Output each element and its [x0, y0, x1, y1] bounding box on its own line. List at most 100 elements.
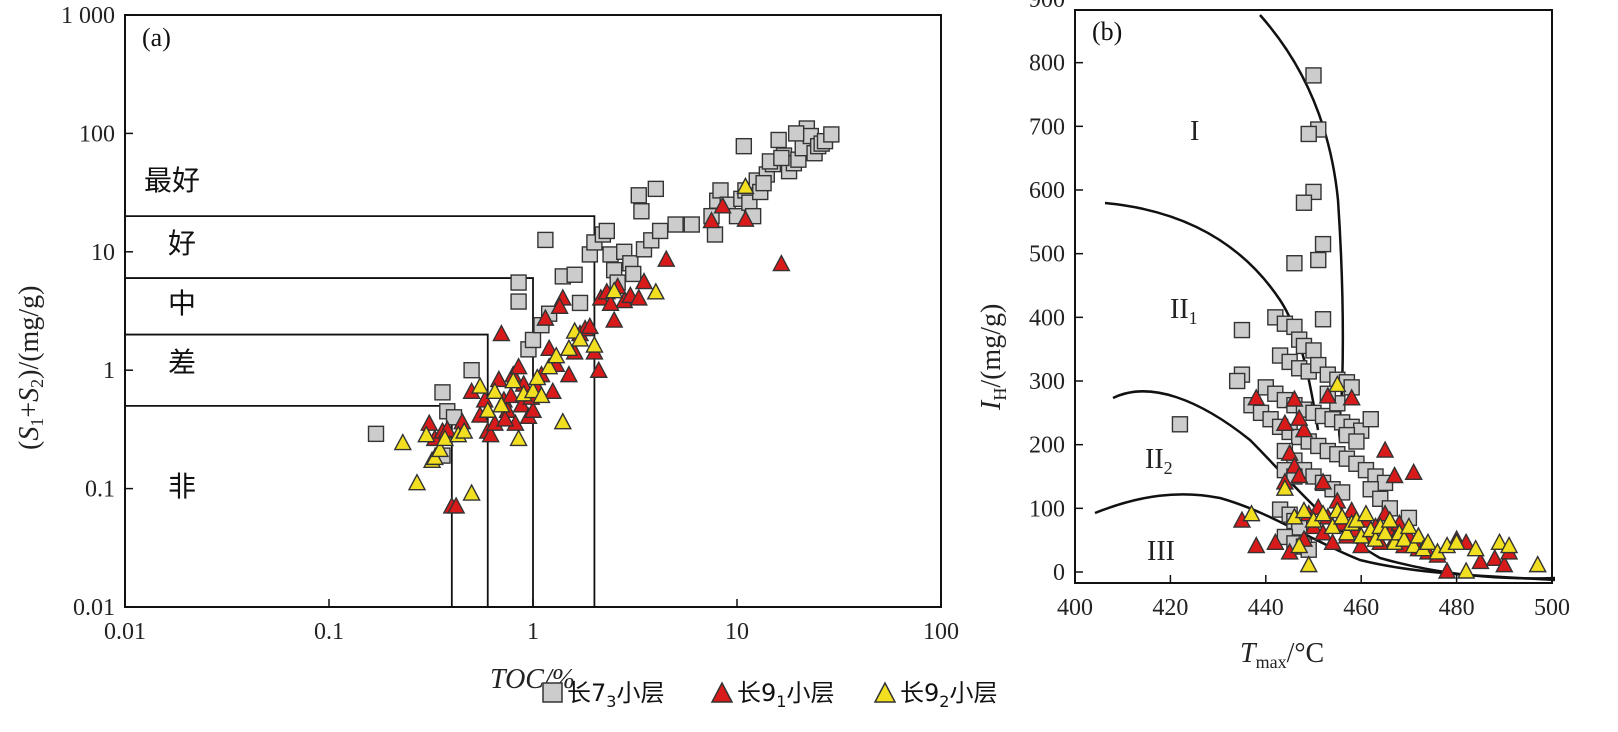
point-b-s1-5	[1294, 420, 1314, 438]
point-a-s2-11	[485, 381, 505, 400]
point-a-s0-35	[706, 226, 724, 243]
point-a-s1-54	[495, 409, 515, 427]
point-b-s0-77	[1348, 433, 1365, 450]
point-a-s2-26	[646, 282, 665, 300]
point-b-s2-0	[1242, 504, 1261, 522]
point-a-s1-29	[543, 381, 562, 400]
y-tick-label-a-0: 0.01	[73, 595, 115, 621]
y-tick-label-b-0: 0	[1053, 560, 1065, 586]
point-b-s2-24	[1409, 526, 1428, 544]
point-a-s0-63	[787, 125, 805, 142]
point-a-s0-61	[823, 126, 840, 143]
panel-b-points	[1171, 67, 1547, 579]
legend-label-chang92: 长92小层	[900, 679, 997, 711]
point-b-s1-11	[1385, 466, 1404, 484]
point-a-s2-8	[455, 421, 474, 439]
point-a-s0-25	[625, 265, 642, 283]
grade-boundary-2	[125, 277, 534, 607]
point-a-s0-64	[755, 174, 772, 192]
point-b-s1-23	[1323, 532, 1342, 551]
zone-label-I: I	[1190, 116, 1199, 147]
point-b-s2-35	[1299, 555, 1318, 573]
x-tick-label-b-2: 440	[1248, 595, 1284, 621]
point-a-s2-10	[478, 400, 497, 418]
point-a-s0-15	[571, 294, 589, 312]
point-a-s0-6	[510, 274, 527, 291]
point-a-s0-33	[683, 216, 700, 233]
point-b-s0-8	[1314, 311, 1332, 328]
y-tick-label-b-4: 400	[1029, 305, 1065, 331]
point-b-s2-29	[1447, 532, 1466, 551]
grade-boundary-1	[125, 333, 489, 607]
point-a-s1-27	[536, 308, 555, 326]
point-b-s1-1	[1285, 389, 1304, 407]
point-b-s2-23	[1404, 536, 1423, 554]
zone-label-III: III	[1147, 536, 1175, 567]
panel-a-label: (a)	[142, 23, 171, 52]
zone-label-II1: II1	[1170, 294, 1198, 328]
point-b-s0-12	[1171, 416, 1189, 433]
point-a-s0-20	[602, 246, 619, 263]
y-tick-label-b-2: 200	[1029, 433, 1065, 459]
point-b-s2-34	[1528, 555, 1547, 573]
point-a-s2-1	[407, 473, 427, 491]
point-b-s1-43	[1437, 561, 1457, 579]
point-a-s0-14	[566, 266, 583, 283]
legend-marker-chang73	[542, 682, 563, 703]
point-a-s2-24	[585, 335, 604, 353]
point-a-s2-23	[570, 329, 590, 347]
point-a-s0-7	[510, 293, 527, 310]
point-b-s1-6	[1280, 443, 1299, 461]
point-a-s0-1	[434, 384, 451, 401]
panel-b-y-axis-title: IH/(mg/g)	[976, 304, 1010, 411]
y-tick-label-b-1: 100	[1029, 496, 1065, 522]
point-a-s1-17	[501, 385, 521, 404]
point-a-s2-17	[532, 385, 551, 404]
point-a-s1-53	[601, 293, 620, 312]
point-a-s0-27	[633, 203, 650, 220]
x-tick-label-b-1: 420	[1152, 595, 1188, 621]
x-tick-label-b-4: 480	[1439, 595, 1475, 621]
point-b-s2-17	[1375, 523, 1395, 541]
y-tick-label-b-7: 700	[1029, 114, 1065, 140]
y-tick-label-a-2: 1	[103, 358, 115, 384]
point-b-s2-1	[1275, 478, 1295, 496]
y-tick-label-b-6: 600	[1029, 178, 1065, 204]
point-a-s1-51	[772, 254, 791, 272]
legend-marker-chang92	[873, 681, 897, 703]
point-a-s2-28	[470, 376, 490, 394]
x-tick-label-a-4: 100	[923, 619, 959, 645]
point-b-s1-46	[1471, 551, 1490, 570]
point-b-s1-50	[1290, 408, 1309, 426]
point-a-s1-24	[523, 400, 543, 418]
point-b-s1-0	[1247, 388, 1266, 406]
panel-a-points	[367, 120, 840, 514]
point-b-s1-4	[1275, 413, 1295, 431]
grade-label-non: 非	[168, 470, 196, 503]
panel-b-label: (b)	[1092, 17, 1122, 46]
legend-label-chang91: 长91小层	[737, 679, 834, 711]
point-b-s2-31	[1466, 539, 1485, 557]
point-b-s2-6	[1323, 516, 1342, 535]
point-b-s2-26	[1418, 532, 1438, 551]
x-tick-label-b-3: 460	[1343, 595, 1379, 621]
y-tick-label-a-1: 0.1	[85, 477, 115, 503]
point-a-s0-0	[367, 425, 385, 443]
point-a-s0-37	[712, 182, 729, 199]
point-b-s1-8	[1290, 466, 1309, 484]
point-a-s0-26	[630, 187, 647, 204]
y-tick-label-b-3: 300	[1029, 369, 1065, 395]
point-a-s2-13	[504, 371, 523, 389]
y-tick-label-b-8: 800	[1029, 51, 1065, 77]
point-a-s2-12	[492, 395, 511, 413]
point-b-s1-3	[1342, 388, 1361, 406]
point-b-s2-21	[1394, 529, 1414, 547]
point-b-s1-2	[1318, 386, 1337, 404]
point-a-s2-21	[559, 338, 579, 357]
point-a-s1-49	[713, 196, 732, 214]
x-tick-label-b-0: 400	[1057, 595, 1093, 621]
point-b-s0-5	[1314, 235, 1332, 253]
point-a-s2-14	[509, 428, 528, 447]
point-b-s0-6	[1310, 251, 1327, 269]
